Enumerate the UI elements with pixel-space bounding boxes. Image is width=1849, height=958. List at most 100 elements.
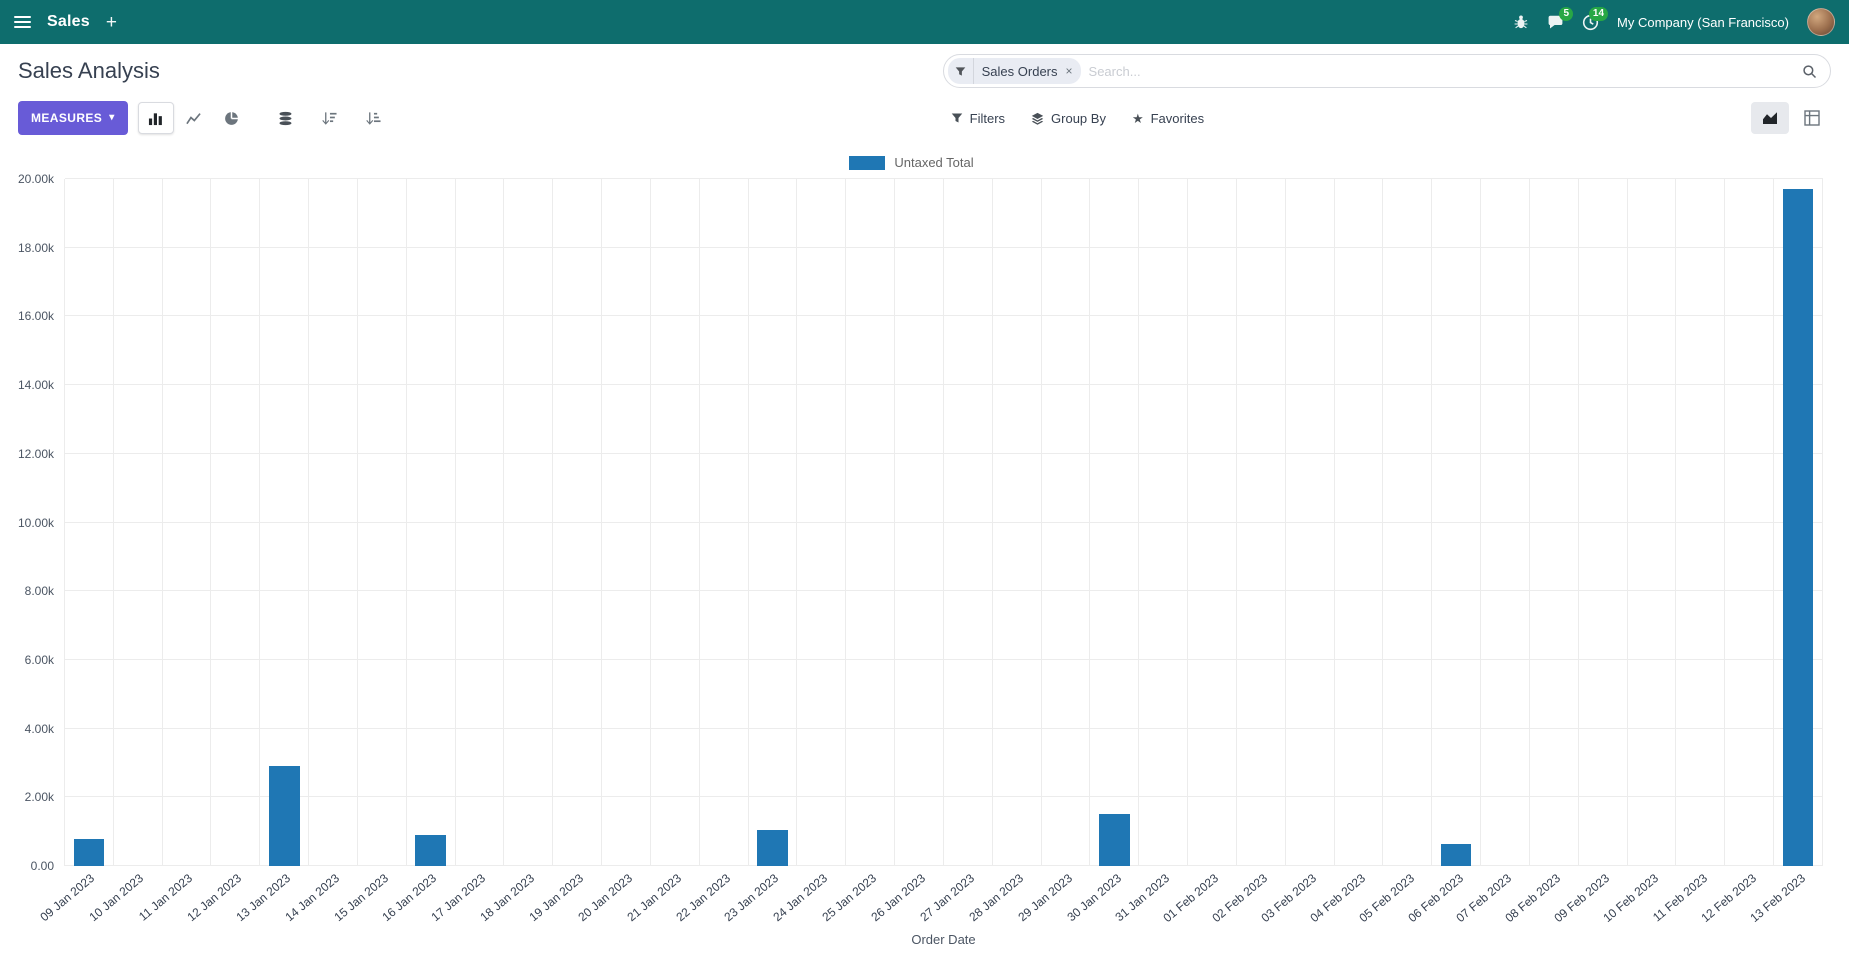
bar-chart-icon [149, 112, 163, 125]
bar-column[interactable] [944, 179, 993, 866]
bar-column[interactable] [1335, 179, 1384, 866]
y-tick-label: 0.00 [30, 859, 54, 873]
search-input[interactable] [1080, 63, 1793, 79]
systray: 5 14 My Company (San Francisco) [1513, 6, 1835, 36]
facet-remove-icon[interactable]: × [1065, 64, 1073, 78]
y-gridline [65, 727, 1823, 729]
bar-column[interactable] [1579, 179, 1628, 866]
bar-column[interactable] [797, 179, 847, 866]
y-gridline [65, 521, 1823, 523]
bar-column[interactable] [1774, 179, 1823, 866]
measures-button[interactable]: MEASURES ▾ [18, 101, 128, 135]
chat-icon [1548, 15, 1563, 28]
company-switcher[interactable]: My Company (San Francisco) [1617, 14, 1789, 30]
pie-chart-icon [225, 111, 239, 125]
bar-column[interactable] [749, 179, 798, 866]
bar-column[interactable] [114, 179, 163, 866]
bar-column[interactable] [602, 179, 651, 866]
y-gridline [65, 178, 1823, 179]
search-facet[interactable]: Sales Orders × [947, 58, 1081, 84]
favorites-button[interactable]: ★ Favorites [1132, 111, 1204, 126]
legend-swatch [849, 155, 886, 170]
bar[interactable] [1098, 814, 1130, 866]
app-name[interactable]: Sales [47, 13, 90, 30]
stacked-toggle-button[interactable] [268, 102, 304, 134]
plus-icon[interactable]: + [105, 11, 117, 33]
debug-bug-icon[interactable] [1513, 14, 1529, 30]
graph-view-button[interactable] [1751, 102, 1789, 134]
pie-chart-button[interactable] [214, 102, 250, 134]
y-axis: 0.00 2.00k 4.00k 6.00k 8.00k 10.00k 12.00k 14.0… [0, 172, 64, 873]
bar-column[interactable] [504, 179, 554, 866]
bar-column[interactable] [1286, 179, 1335, 866]
filter-funnel-icon [951, 112, 963, 124]
bar[interactable] [1782, 189, 1814, 866]
bar-column[interactable] [1188, 179, 1237, 866]
bar[interactable] [1440, 843, 1472, 866]
bar-column[interactable] [1628, 179, 1677, 866]
user-avatar[interactable] [1807, 8, 1835, 36]
bar[interactable] [268, 766, 300, 866]
x-axis-title: Order Date [911, 932, 976, 947]
bar-column[interactable] [1042, 179, 1091, 866]
search-bar[interactable]: Sales Orders × [942, 54, 1831, 88]
pivot-view-button[interactable] [1793, 102, 1831, 134]
bar-column[interactable] [260, 179, 310, 866]
y-tick-label: 18.00k [17, 240, 54, 255]
y-gridline [65, 658, 1823, 660]
y-gridline [65, 384, 1823, 386]
bar-column[interactable] [1432, 179, 1482, 866]
filters-button[interactable]: Filters [951, 111, 1005, 126]
activities-menu[interactable]: 14 [1582, 6, 1609, 31]
line-chart-button[interactable] [176, 102, 212, 134]
bar-column[interactable] [456, 179, 505, 866]
bar-column[interactable] [65, 179, 114, 866]
bar-column[interactable] [846, 179, 896, 866]
bar-column[interactable] [553, 179, 603, 866]
chart-body: 0.00 2.00k 4.00k 6.00k 8.00k 10.00k 12.00k 14.0… [0, 172, 1823, 873]
bar-column[interactable] [651, 179, 700, 866]
bar-column[interactable] [993, 179, 1042, 866]
y-tick-label: 12.00k [17, 446, 54, 461]
y-gridline [65, 796, 1823, 798]
group-by-button[interactable]: Group By [1031, 111, 1106, 126]
bar-column[interactable] [1139, 179, 1189, 866]
favorites-label: Favorites [1150, 110, 1205, 126]
bar-column[interactable] [163, 179, 212, 866]
apps-menu-icon[interactable] [14, 16, 31, 28]
bar[interactable] [73, 838, 105, 866]
bar-column[interactable] [358, 179, 407, 866]
star-icon: ★ [1131, 110, 1144, 126]
bar-column[interactable] [1676, 179, 1726, 866]
bar-column[interactable] [700, 179, 749, 866]
filter-icon [948, 58, 974, 84]
bar-column[interactable] [1530, 179, 1579, 866]
bar-chart-button[interactable] [137, 102, 174, 134]
chart-type-group [137, 102, 250, 134]
bar-column[interactable] [1090, 179, 1140, 866]
x-tick-label: 10 Jan 2023 [86, 871, 147, 925]
messages-menu[interactable]: 5 [1547, 6, 1574, 31]
y-tick-label: 6.00k [24, 652, 54, 667]
graph-toolbar: MEASURES ▾ [18, 101, 925, 135]
sort-ascending-button[interactable] [356, 102, 392, 134]
bar-column[interactable] [895, 179, 944, 866]
bar[interactable] [757, 829, 788, 866]
bar-column[interactable] [309, 179, 358, 866]
search-facet-label: Sales Orders [981, 63, 1058, 79]
search-icon[interactable] [1793, 64, 1826, 79]
bar-column[interactable] [1481, 179, 1530, 866]
bar-column[interactable] [1725, 179, 1774, 866]
bar-column[interactable] [1383, 179, 1433, 866]
y-gridline [65, 590, 1823, 592]
sort-descending-button[interactable] [312, 102, 348, 134]
x-axis-labels: 09 Jan 2023 10 Jan 2023 11 Jan 2023 12 Jan … [38, 866, 1823, 932]
filters-label: Filters [969, 110, 1006, 126]
bar-column[interactable] [407, 179, 456, 866]
bar[interactable] [415, 835, 446, 866]
chart-legend[interactable]: Untaxed Total [0, 143, 1823, 179]
bar-column[interactable] [211, 179, 261, 866]
bar-column[interactable] [1237, 179, 1286, 866]
activities-badge: 14 [1588, 6, 1609, 21]
caret-down-icon: ▾ [109, 112, 115, 123]
